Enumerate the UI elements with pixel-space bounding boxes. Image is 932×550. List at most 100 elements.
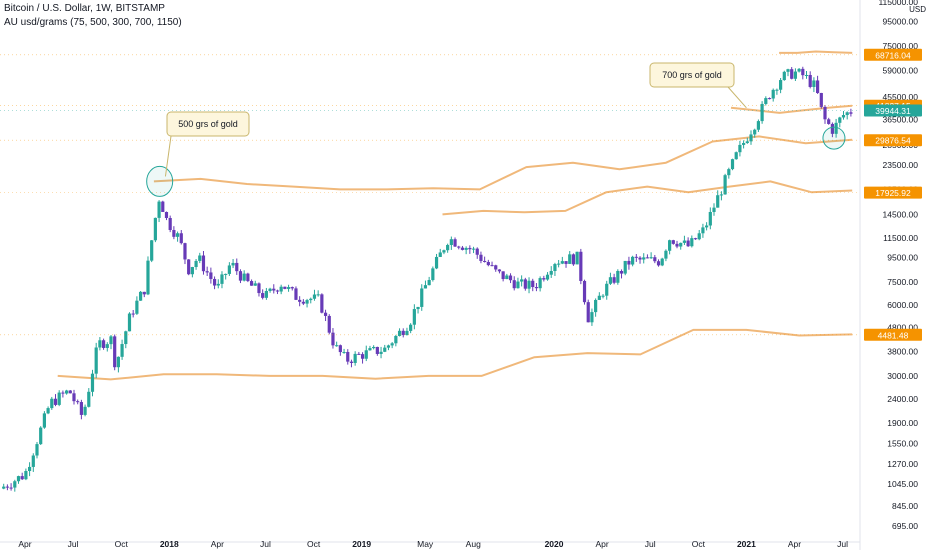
y-tick-label: 6000.00: [887, 300, 918, 310]
candle-body: [235, 262, 239, 272]
candle-body: [457, 246, 461, 248]
annotation-pointer: [727, 86, 747, 109]
candle-body: [638, 257, 642, 260]
candle-body: [712, 207, 716, 212]
candle-body: [438, 252, 442, 257]
y-tick-label: 59000.00: [883, 65, 919, 75]
candle-body: [464, 247, 468, 250]
y-tick-label: 75000.00: [883, 41, 919, 51]
candle-body: [849, 112, 853, 114]
candle-body: [568, 254, 572, 264]
candle-body: [35, 444, 39, 456]
candle-body: [394, 335, 398, 344]
gold-band-line: [442, 180, 853, 216]
x-tick-label: Oct: [307, 539, 321, 549]
candle-body: [727, 169, 731, 176]
candle-body: [135, 300, 139, 314]
x-tick-label: 2021: [737, 539, 756, 549]
candle-body: [27, 466, 32, 472]
candle-body: [142, 291, 146, 295]
candle-body: [753, 129, 757, 135]
candle-body: [497, 269, 502, 272]
candle-body: [161, 201, 165, 212]
candle-body: [335, 345, 339, 347]
candle-body: [634, 256, 638, 258]
candle-body: [716, 195, 720, 208]
candle-body: [486, 261, 490, 266]
candle-body: [483, 260, 487, 262]
candle-body: [198, 255, 202, 261]
candle-body: [594, 299, 598, 313]
candle-body: [619, 270, 624, 274]
candle-body: [20, 476, 24, 480]
price-label-text: 17925.92: [875, 188, 911, 198]
candle-body: [823, 106, 827, 120]
x-tick-label: Apr: [788, 539, 801, 549]
candle-body: [338, 345, 342, 353]
candle-body: [172, 229, 176, 237]
candle-body: [183, 243, 187, 260]
x-tick-label: May: [417, 539, 434, 549]
candle-body: [745, 141, 749, 144]
candle-body: [116, 356, 120, 368]
x-tick-label: Aug: [466, 539, 481, 549]
candle-body: [64, 390, 69, 394]
candle-body: [520, 279, 524, 282]
y-tick-label: 1270.00: [887, 459, 918, 469]
candle-body: [479, 254, 483, 261]
candle-body: [531, 280, 535, 288]
annotation-text: 500 grs of gold: [178, 119, 238, 129]
annotation-box: [166, 111, 250, 137]
candle-body: [390, 343, 394, 346]
y-tick-label: 45500.00: [883, 92, 919, 102]
candle-body: [642, 257, 646, 260]
candle-body: [279, 286, 283, 292]
candle-body: [446, 244, 450, 251]
candle-body: [138, 291, 143, 301]
candle-body: [793, 71, 798, 79]
candle-body: [560, 261, 564, 264]
candle-body: [375, 346, 379, 354]
candle-body: [42, 413, 46, 428]
candle-body: [124, 331, 128, 345]
gold-band-line: [57, 328, 853, 381]
candle-body: [346, 351, 350, 362]
candle-body: [690, 238, 694, 247]
x-tick-label: Jul: [68, 539, 79, 549]
candle-body: [242, 273, 246, 281]
candle-body: [527, 280, 531, 289]
candle-body: [257, 283, 261, 294]
candle-body: [819, 92, 823, 107]
candle-body: [612, 277, 616, 283]
candles-group: [2, 66, 853, 492]
price-label-box: [864, 134, 922, 147]
candle-body: [301, 301, 305, 304]
price-label-box: [864, 328, 922, 341]
candle-body: [249, 281, 254, 286]
candle-body: [298, 299, 302, 302]
candle-body: [412, 309, 416, 325]
candle-body: [771, 89, 775, 99]
candle-body: [83, 406, 87, 415]
price-label-text: 39944.31: [875, 106, 911, 116]
candle-body: [16, 476, 21, 482]
candle-body: [827, 119, 831, 124]
candle-body: [653, 257, 657, 262]
candle-body: [631, 256, 635, 265]
candle-body: [627, 260, 631, 265]
price-label-text: 4481.48: [878, 330, 909, 340]
candle-body: [50, 398, 54, 409]
candle-body: [231, 262, 235, 266]
candle-body: [120, 344, 124, 357]
candle-body: [649, 257, 653, 259]
candle-body: [2, 486, 6, 489]
candle-body: [164, 211, 169, 219]
candle-body: [179, 233, 183, 244]
price-label-text: 68716.04: [875, 50, 911, 60]
y-tick-label: 9500.00: [887, 253, 918, 263]
candle-body: [656, 261, 661, 266]
candle-body: [494, 265, 498, 270]
candle-body: [801, 68, 805, 76]
candle-body: [508, 275, 513, 281]
